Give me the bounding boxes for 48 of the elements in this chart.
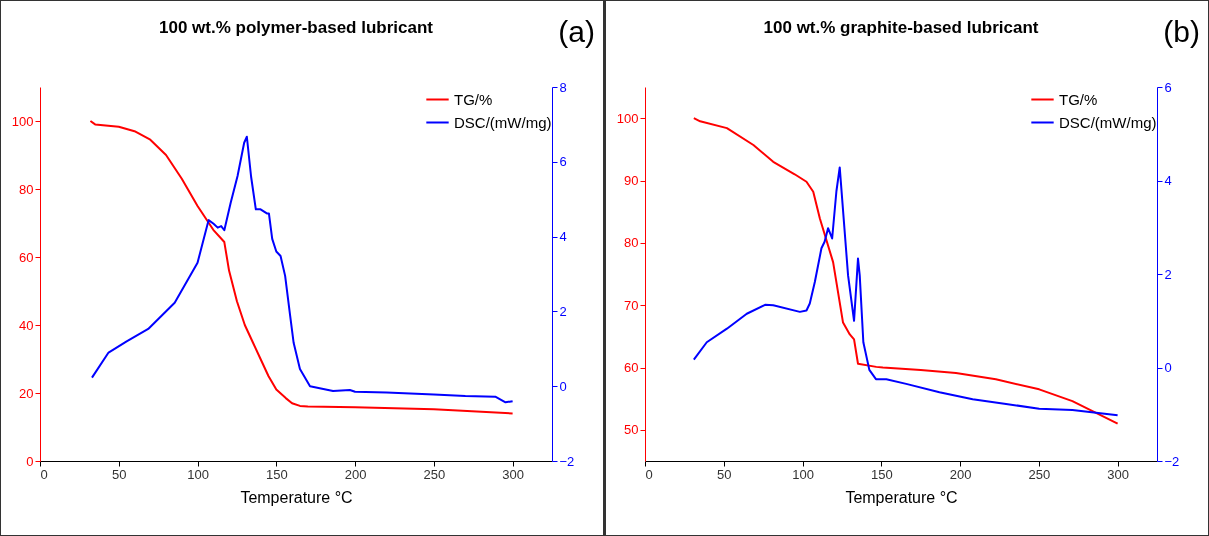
x-tick-label: 300: [1107, 466, 1129, 482]
x-tick-label: 150: [870, 466, 893, 482]
legend-label: TG/%: [1059, 90, 1098, 108]
y2-tick-label: 4: [1164, 173, 1172, 188]
y2-tick-label: 0: [1164, 360, 1172, 375]
line-series: [692, 166, 1119, 417]
x-tick-label: 50: [717, 466, 732, 482]
y2-tick-label: 2: [559, 303, 567, 319]
x-tick-label: 0: [40, 466, 48, 482]
y-tick-label: 90: [624, 173, 639, 188]
x-tick-label: 250: [423, 466, 446, 482]
x-tick-label: 200: [949, 466, 972, 482]
y-tick-label: 80: [19, 181, 34, 197]
y2-tick-label: −2: [1164, 453, 1180, 469]
y2-tick-label: 0: [559, 378, 567, 394]
text: (a): [558, 15, 595, 49]
y2-tick-label: 2: [1164, 266, 1172, 282]
y2-tick-label: 6: [1164, 79, 1172, 95]
y-tick-label: 40: [19, 317, 34, 333]
legend-label: DSC/(mW/mg): [454, 113, 552, 131]
legend-label: DSC/(mW/mg): [1059, 113, 1157, 131]
y-tick-label: 100: [616, 110, 639, 126]
x-tick-label: 200: [344, 466, 367, 482]
y-tick-label: 60: [19, 249, 34, 265]
x-tick-label: 250: [1028, 466, 1051, 482]
chart-title: 100 wt.% polymer-based lubricant: [159, 18, 434, 37]
x-tick-label: 0: [645, 466, 653, 482]
x-tick-label: 50: [112, 466, 127, 482]
x-tick-label: 150: [265, 466, 288, 482]
x-axis-title: Temperature °C: [845, 488, 958, 506]
y-tick-label: 20: [19, 385, 34, 401]
y2-tick-label: 6: [559, 154, 567, 170]
y-tick-label: 60: [624, 360, 639, 375]
y2-tick-label: 4: [559, 229, 567, 245]
x-tick-label: 100: [792, 466, 814, 482]
chart-title: 100 wt.% graphite-based lubricant: [763, 18, 1039, 37]
y-tick-label: 80: [624, 235, 639, 251]
x-tick-label: 100: [187, 466, 209, 482]
y2-tick-label: −2: [559, 453, 575, 469]
x-tick-label: 300: [502, 466, 524, 482]
y-tick-label: 50: [624, 422, 639, 438]
legend-label: TG/%: [454, 90, 493, 108]
text: (b): [1163, 15, 1200, 49]
y-tick-label: 70: [624, 297, 639, 313]
y-tick-label: 100: [11, 113, 34, 129]
x-axis-title: Temperature °C: [240, 488, 353, 506]
y-tick-label: 0: [26, 453, 34, 469]
y2-tick-label: 8: [559, 79, 567, 95]
